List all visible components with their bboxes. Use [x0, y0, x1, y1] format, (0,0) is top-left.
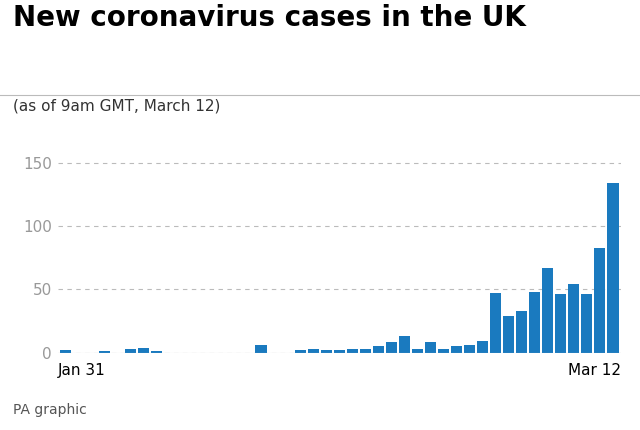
Bar	[333, 350, 345, 353]
Text: (as of 9am GMT, March 12): (as of 9am GMT, March 12)	[13, 99, 220, 114]
Bar	[151, 351, 162, 353]
Bar	[372, 346, 384, 353]
Bar	[347, 349, 358, 353]
Bar	[503, 316, 514, 353]
Bar	[516, 311, 527, 353]
Text: New coronavirus cases in the UK: New coronavirus cases in the UK	[13, 4, 525, 32]
Bar	[308, 349, 319, 353]
Bar	[581, 295, 593, 353]
Text: PA graphic: PA graphic	[13, 403, 86, 417]
Bar	[386, 342, 397, 353]
Bar	[294, 350, 306, 353]
Bar	[556, 295, 566, 353]
Bar	[568, 284, 579, 353]
Text: Jan 31: Jan 31	[58, 363, 106, 378]
Bar	[542, 268, 554, 353]
Bar	[255, 345, 266, 353]
Bar	[99, 351, 110, 353]
Bar	[490, 293, 501, 353]
Bar	[425, 342, 436, 353]
Bar	[464, 345, 475, 353]
Bar	[125, 349, 136, 353]
Bar	[595, 248, 605, 353]
Text: Mar 12: Mar 12	[568, 363, 621, 378]
Bar	[477, 341, 488, 353]
Bar	[529, 292, 540, 353]
Bar	[60, 350, 71, 353]
Bar	[321, 350, 332, 353]
Bar	[451, 346, 462, 353]
Bar	[360, 349, 371, 353]
Bar	[399, 336, 410, 353]
Bar	[412, 349, 423, 353]
Bar	[438, 349, 449, 353]
Bar	[607, 183, 618, 353]
Bar	[138, 347, 149, 353]
